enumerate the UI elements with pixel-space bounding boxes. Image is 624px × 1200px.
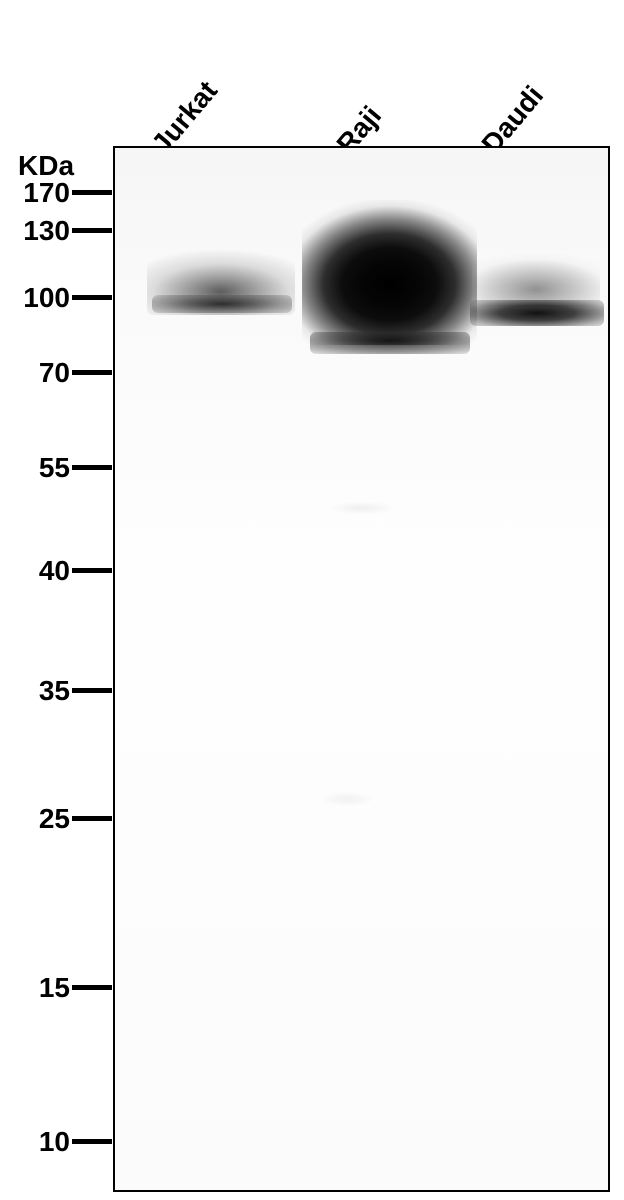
marker-tick — [72, 190, 112, 195]
marker-value: 55 — [14, 452, 70, 484]
marker-value: 10 — [14, 1126, 70, 1158]
marker-tick — [72, 465, 112, 470]
protein-band — [310, 332, 470, 354]
marker-value: 25 — [14, 803, 70, 835]
marker-row: 15 — [14, 972, 112, 1004]
marker-value: 100 — [14, 282, 70, 314]
marker-tick — [72, 985, 112, 990]
marker-row: 55 — [14, 452, 112, 484]
marker-tick — [72, 688, 112, 693]
artifact — [322, 792, 372, 806]
artifact — [332, 502, 392, 514]
protein-band — [152, 295, 292, 313]
protein-band — [302, 200, 477, 345]
protein-band — [470, 300, 604, 326]
marker-tick — [72, 816, 112, 821]
marker-value: 40 — [14, 555, 70, 587]
marker-row: 25 — [14, 803, 112, 835]
marker-value: 170 — [14, 177, 70, 209]
blot-membrane — [113, 146, 610, 1192]
marker-tick — [72, 568, 112, 573]
marker-tick — [72, 1139, 112, 1144]
marker-row: 35 — [14, 675, 112, 707]
marker-tick — [72, 295, 112, 300]
marker-row: 100 — [14, 282, 112, 314]
marker-row: 170 — [14, 177, 112, 209]
marker-value: 35 — [14, 675, 70, 707]
marker-tick — [72, 370, 112, 375]
marker-row: 10 — [14, 1126, 112, 1158]
marker-row: 70 — [14, 357, 112, 389]
blot-figure: KDa 17013010070554035251510 JurkatRajiDa… — [0, 0, 624, 1200]
marker-value: 130 — [14, 215, 70, 247]
marker-row: 130 — [14, 215, 112, 247]
marker-value: 70 — [14, 357, 70, 389]
marker-tick — [72, 228, 112, 233]
protein-band — [472, 237, 600, 307]
marker-value: 15 — [14, 972, 70, 1004]
marker-row: 40 — [14, 555, 112, 587]
